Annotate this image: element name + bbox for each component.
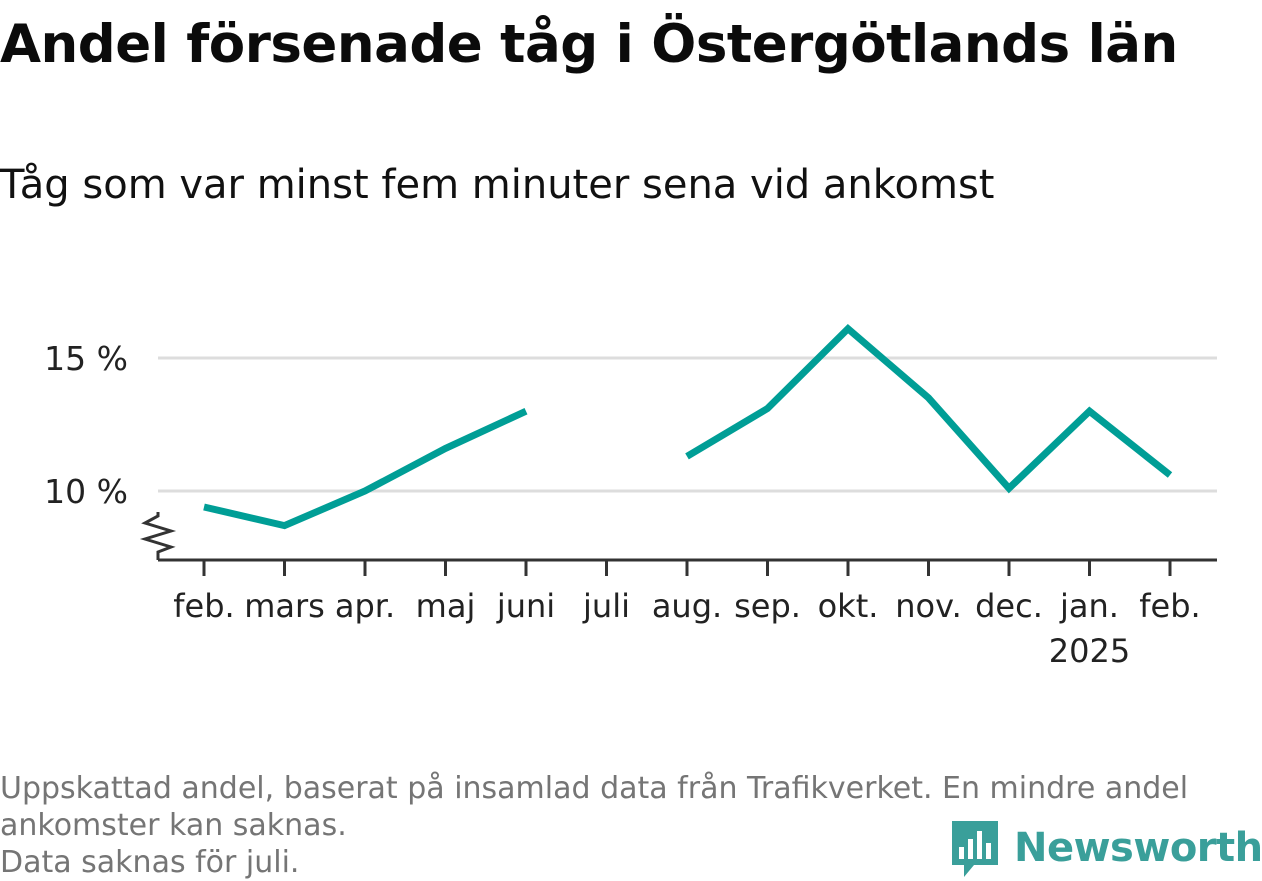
x-tick-label: aug.	[652, 587, 722, 625]
x-tick-label: juli	[582, 587, 630, 625]
x-tick-label: okt.	[818, 587, 879, 625]
x-tick-label: jan.	[1059, 587, 1119, 625]
x-tick-label: nov.	[895, 587, 961, 625]
series-line-segment-2	[687, 329, 1170, 489]
brand-name: Newsworthy	[1014, 825, 1262, 871]
y-axis-labels: 10 % 15 %	[44, 339, 128, 511]
x-tick-label: mars	[244, 587, 325, 625]
x-year-label: 2025	[1049, 632, 1130, 670]
x-tick-label: apr.	[335, 587, 395, 625]
x-tick-label: juni	[496, 587, 555, 625]
x-axis	[145, 512, 1217, 576]
x-tick-label: dec.	[975, 587, 1043, 625]
x-tick-label: feb.	[173, 587, 234, 625]
y-tick-label: 15 %	[44, 339, 128, 378]
bar-chart-speech-bubble-icon	[950, 817, 1000, 879]
footnote-line-1: Uppskattad andel, baserat på insamlad da…	[0, 770, 1188, 807]
axis-break-icon	[145, 512, 171, 560]
brand-logo: Newsworthy	[950, 817, 1262, 879]
x-tick-label: feb.	[1139, 587, 1200, 625]
series-line-segment-1	[204, 411, 526, 525]
x-tick-label: maj	[416, 587, 476, 625]
y-tick-label: 10 %	[44, 472, 128, 511]
x-tick-label: sep.	[734, 587, 801, 625]
grid-lines	[158, 358, 1217, 491]
